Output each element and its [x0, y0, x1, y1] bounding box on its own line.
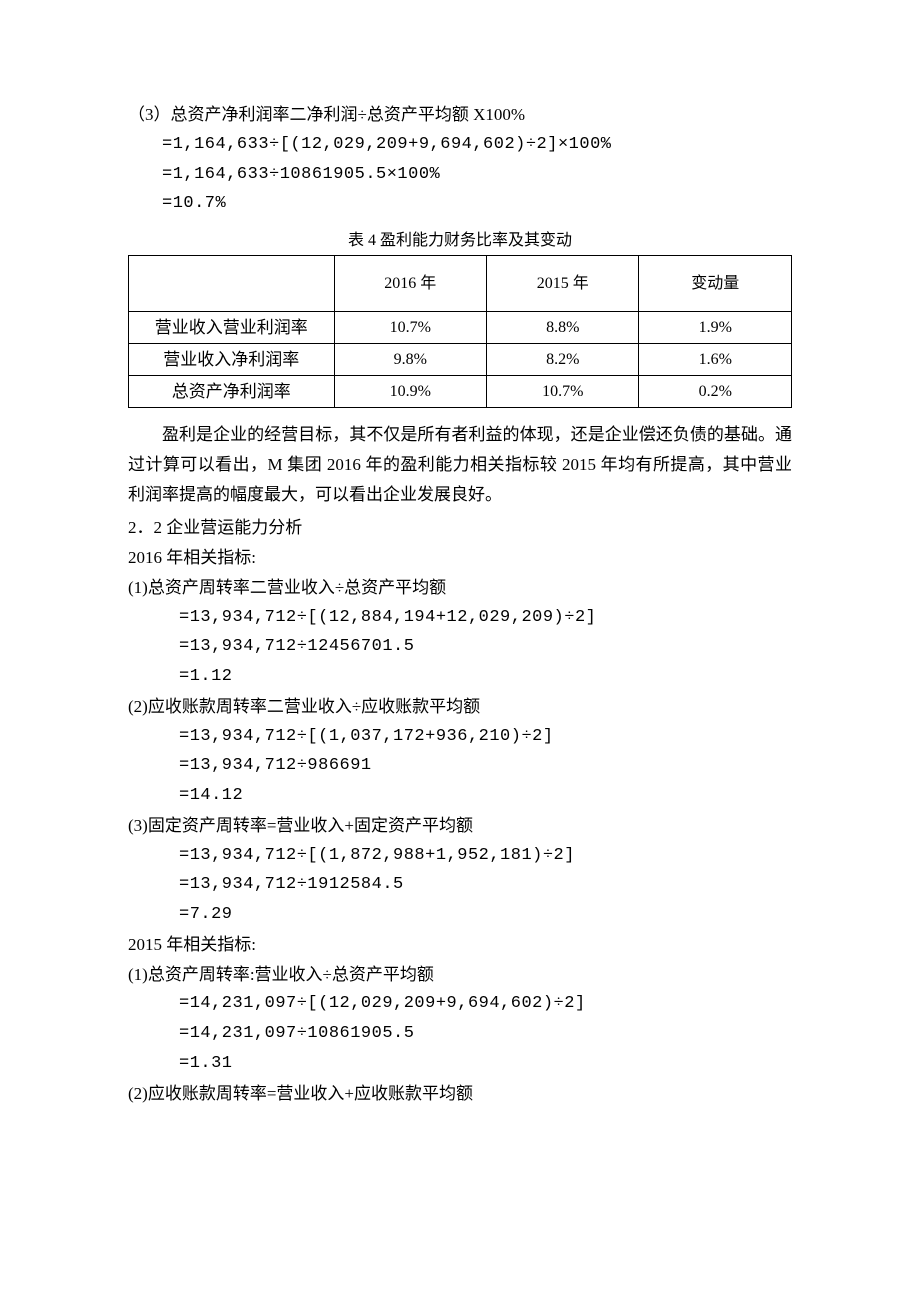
- table-cell: 1.6%: [639, 344, 792, 376]
- commentary-para: 盈利是企业的经营目标，其不仅是所有者利益的体现，还是企业偿还负债的基础。通过计算…: [128, 420, 792, 509]
- calc-line: =13,934,712÷1912584.5: [128, 870, 792, 900]
- table4-header-cell: 2015 年: [487, 256, 639, 312]
- table-cell: 0.2%: [639, 376, 792, 408]
- calc-line: =13,934,712÷[(1,872,988+1,952,181)÷2]: [128, 841, 792, 871]
- calc-line: （3）总资产净利润率二净利润÷总资产平均额 X100%: [128, 100, 792, 130]
- table-row: 总资产净利润率 10.9% 10.7% 0.2%: [129, 376, 792, 408]
- calc-line: =1.12: [128, 662, 792, 692]
- table-cell: 营业收入营业利润率: [129, 312, 335, 344]
- calc-line: =1,164,633÷10861905.5×100%: [128, 160, 792, 190]
- calc-line: =14,231,097÷10861905.5: [128, 1019, 792, 1049]
- table-cell: 营业收入净利润率: [129, 344, 335, 376]
- table4: 2016 年 2015 年 变动量 营业收入营业利润率 10.7% 8.8% 1…: [128, 255, 792, 408]
- calc-line: (3)固定资产周转率=营业收入+固定资产平均额: [128, 811, 792, 841]
- calc-line: =14,231,097÷[(12,029,209+9,694,602)÷2]: [128, 989, 792, 1019]
- calc-line: =7.29: [128, 900, 792, 930]
- calc-line: (1)总资产周转率:营业收入÷总资产平均额: [128, 960, 792, 990]
- table-cell: 10.7%: [487, 376, 639, 408]
- table-cell: 8.8%: [487, 312, 639, 344]
- table4-header-cell: 2016 年: [334, 256, 486, 312]
- table4-title: 表 4 盈利能力财务比率及其变动: [128, 227, 792, 255]
- calc-line: =13,934,712÷[(1,037,172+936,210)÷2]: [128, 722, 792, 752]
- year-label: 2015 年相关指标:: [128, 930, 792, 960]
- calc-line: (2)应收账款周转率二营业收入÷应收账款平均额: [128, 692, 792, 722]
- calc-line: =14.12: [128, 781, 792, 811]
- table-cell: 10.7%: [334, 312, 486, 344]
- calc-line: (2)应收账款周转率=营业收入+应收账款平均额: [128, 1079, 792, 1109]
- year-label: 2016 年相关指标:: [128, 543, 792, 573]
- calc-line: (1)总资产周转率二营业收入÷总资产平均额: [128, 573, 792, 603]
- section-heading: 2．2 企业营运能力分析: [128, 513, 792, 543]
- table-cell: 总资产净利润率: [129, 376, 335, 408]
- table4-header-row: 2016 年 2015 年 变动量: [129, 256, 792, 312]
- table-cell: 10.9%: [334, 376, 486, 408]
- table-row: 营业收入营业利润率 10.7% 8.8% 1.9%: [129, 312, 792, 344]
- calc-line: =13,934,712÷986691: [128, 751, 792, 781]
- calc-line: =13,934,712÷12456701.5: [128, 632, 792, 662]
- table4-header-cell: [129, 256, 335, 312]
- calc-line: =1,164,633÷[(12,029,209+9,694,602)÷2]×10…: [128, 130, 792, 160]
- calc-line: =1.31: [128, 1049, 792, 1079]
- table4-header-cell: 变动量: [639, 256, 792, 312]
- table-cell: 8.2%: [487, 344, 639, 376]
- table-cell: 1.9%: [639, 312, 792, 344]
- calc-line: =13,934,712÷[(12,884,194+12,029,209)÷2]: [128, 603, 792, 633]
- calc-line: =10.7%: [128, 189, 792, 219]
- table-cell: 9.8%: [334, 344, 486, 376]
- table-row: 营业收入净利润率 9.8% 8.2% 1.6%: [129, 344, 792, 376]
